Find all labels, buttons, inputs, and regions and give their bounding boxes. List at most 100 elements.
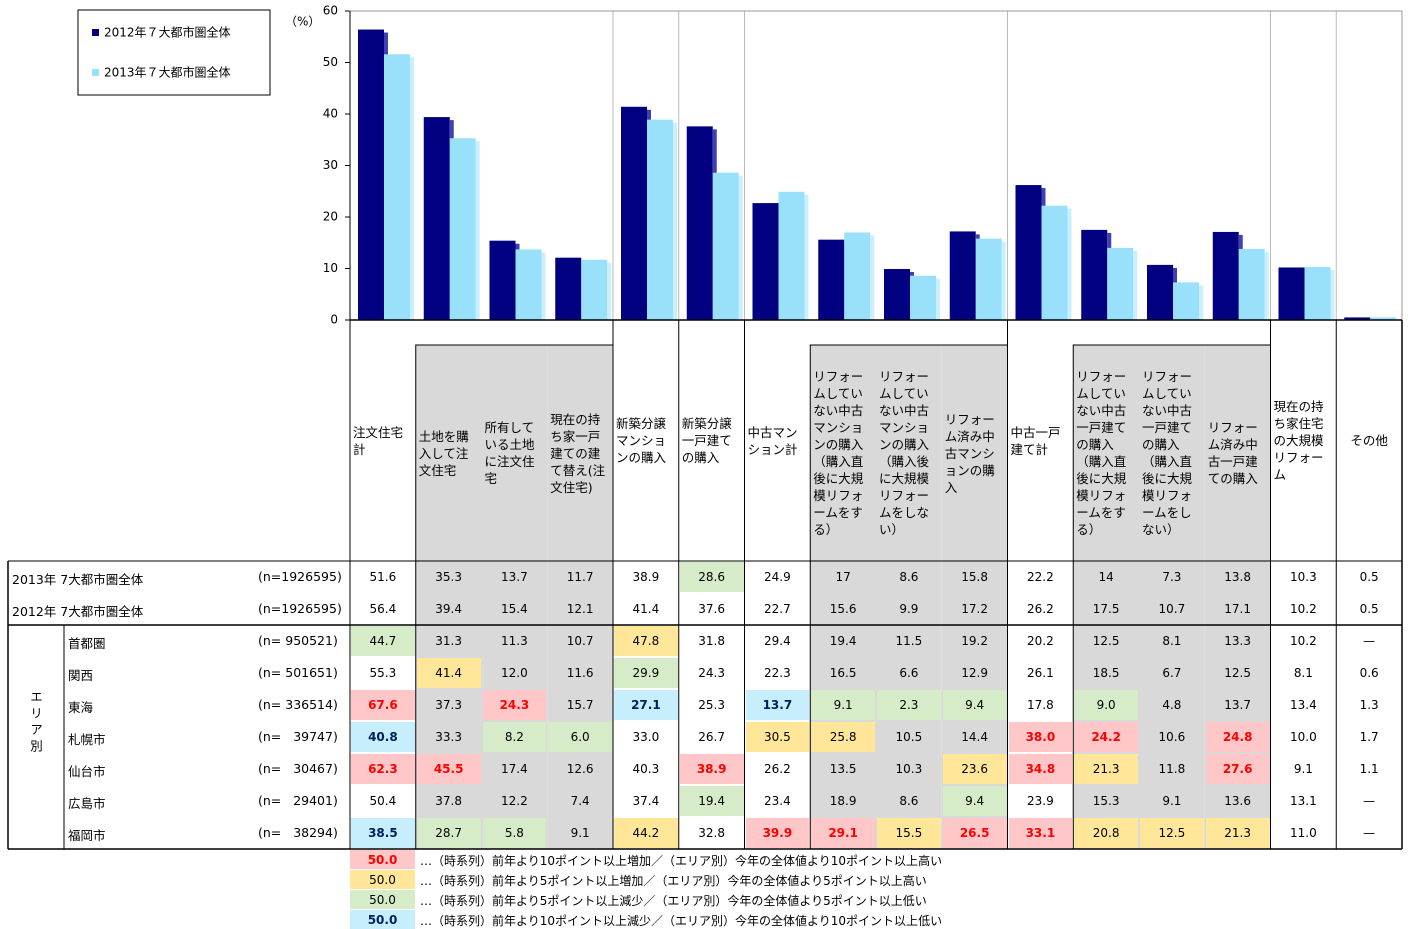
row-label: 福岡市: [68, 828, 106, 843]
bar: [1173, 282, 1199, 320]
legend-text: …（時系列）前年より5ポイント以上増加／（エリア別）今年の全体値より5ポイント以…: [420, 874, 927, 888]
bar-side: [607, 262, 612, 320]
table-cell: 9.0: [1074, 690, 1138, 720]
bar: [384, 54, 410, 320]
table-cell: 13.7: [1224, 698, 1251, 712]
table-cell: 16.5: [829, 666, 857, 680]
bar: [621, 106, 647, 320]
row-n: (n= 38294): [258, 825, 338, 840]
row-label: 東海: [68, 700, 94, 715]
table-cell: 14.4: [961, 730, 988, 744]
y-tick-label: 10: [323, 261, 338, 275]
table-cell: 20.2: [1027, 634, 1054, 648]
bar: [1015, 185, 1042, 320]
bar: [358, 29, 384, 320]
row-n: (n=1926595): [258, 569, 342, 584]
bar: [752, 203, 779, 320]
table-cell: 9.1: [1293, 762, 1313, 776]
table-cell: 10.7: [566, 634, 594, 648]
table-cell: 7.4: [570, 794, 590, 808]
bar-side: [870, 235, 875, 320]
table-cell: 45.5: [416, 754, 481, 784]
table-cell: 33.0: [632, 730, 660, 744]
table-cell: 28.7: [416, 818, 481, 848]
column-header: 新築分譲一戸建ての購入: [681, 416, 732, 465]
column-header: リフォーム済み中古マンションの購入: [944, 411, 995, 495]
table-cell: 24.9: [764, 570, 791, 584]
bar: [910, 275, 936, 320]
table-cell: 37.8: [435, 794, 462, 808]
table-cell: 13.8: [1224, 570, 1251, 584]
table-cell: 17.1: [1224, 602, 1251, 616]
table-cell: 9.4: [942, 690, 1007, 720]
table-cell: 51.6: [369, 570, 397, 584]
bar-side: [804, 194, 809, 320]
table-cell: 41.4: [632, 602, 660, 616]
table-cell: 21.3: [1205, 818, 1270, 848]
table-cell: 26.2: [1027, 602, 1054, 616]
table-cell: 25.3: [698, 698, 725, 712]
table-cell: 14: [1098, 570, 1114, 584]
table-cell: 0.5: [1359, 602, 1379, 616]
bar: [1344, 317, 1371, 320]
bar: [423, 117, 450, 320]
table-cell: 2.3: [877, 690, 941, 720]
bar: [949, 231, 976, 320]
table-cell: 12.2: [501, 794, 528, 808]
column-header: 現在の持ち家住宅の大規模リフォーム: [1273, 399, 1324, 482]
table-cell: 26.2: [764, 762, 791, 776]
table-cell: 37.3: [435, 698, 462, 712]
table-cell: 38.0: [1008, 722, 1073, 752]
table-cell: 10.2: [1290, 634, 1317, 648]
table-cell: 12.6: [566, 762, 594, 776]
column-header: リフォームしていない中古マンションの購入（購入後に大規模リフォームをしない）: [879, 369, 930, 537]
table-cell: 13.4: [1290, 698, 1317, 712]
table-cell: 27.6: [1205, 754, 1270, 784]
table-cell: 1.3: [1359, 698, 1379, 712]
bar-side: [410, 57, 414, 320]
bar-side: [936, 278, 940, 320]
table-cell: 29.9: [614, 658, 678, 688]
y-tick-label: 0: [330, 313, 338, 327]
table-cell: 6.0: [548, 722, 612, 752]
table-cell: 31.8: [698, 634, 725, 648]
table-cell: 38.5: [351, 818, 415, 848]
column-shade: [876, 345, 942, 849]
table-cell: 0.5: [1359, 570, 1379, 584]
table-cell: 6.7: [1162, 666, 1182, 680]
row-label: 2012年 7大都市圏全体: [12, 604, 144, 619]
table-cell: 15.4: [501, 602, 528, 616]
table-cell: 13.7: [745, 690, 810, 720]
table-cell: 67.6: [351, 690, 415, 720]
table-cell: 0.6: [1359, 666, 1379, 680]
bar-side: [738, 175, 743, 320]
table-cell: 17.4: [501, 762, 528, 776]
table-cell: 28.6: [679, 562, 744, 592]
bar-side: [541, 252, 546, 320]
table-cell: 17.8: [1027, 698, 1054, 712]
row-label: 広島市: [68, 796, 106, 811]
column-shade: [481, 345, 548, 849]
table-cell: 27.1: [614, 690, 678, 720]
table-cell: 12.5: [1140, 818, 1204, 848]
table-cell: 62.3: [351, 754, 415, 784]
table-cell: 10.2: [1290, 602, 1317, 616]
bar: [778, 191, 805, 320]
legend-sample: 50.0: [350, 870, 415, 889]
column-shade: [547, 345, 613, 849]
y-tick-label: 30: [323, 158, 338, 172]
table-cell: 35.3: [435, 570, 462, 584]
table-cell: 33.3: [435, 730, 462, 744]
table-cell: 38.9: [632, 570, 660, 584]
table-cell: 11.5: [895, 634, 923, 648]
bar-side: [673, 122, 677, 320]
table-cell: 9.9: [899, 602, 919, 616]
bar-side: [1199, 285, 1203, 320]
column-shade: [810, 345, 876, 849]
y-tick-label: 60: [323, 4, 338, 18]
bar: [712, 172, 739, 320]
table-cell: 11.0: [1290, 826, 1317, 840]
table-cell: 41.4: [416, 658, 481, 688]
table-cell: 34.8: [1008, 754, 1073, 784]
